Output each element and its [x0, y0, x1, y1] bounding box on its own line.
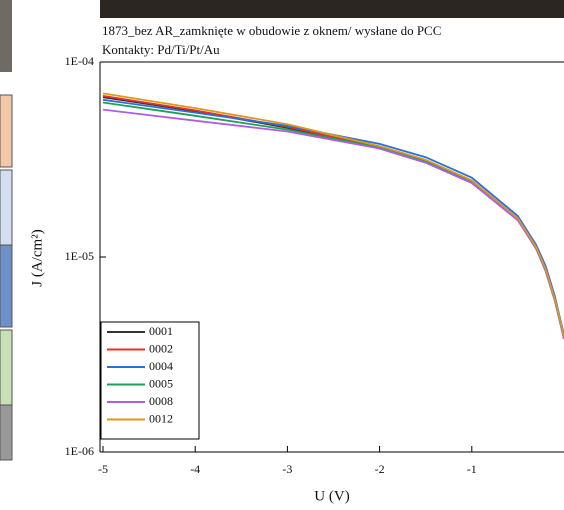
y-tick-label: 1E-05: [65, 249, 94, 263]
photo-strip: [100, 0, 564, 18]
y-tick-label: 1E-06: [65, 444, 94, 458]
x-tick-label: -4: [190, 462, 200, 476]
x-tick-label: -1: [467, 462, 477, 476]
x-axis-label: U (V): [314, 488, 349, 504]
y-tick-label: 1E-04: [65, 54, 94, 68]
data-line: [102, 101, 564, 340]
side-panel: [0, 404, 13, 461]
side-image: [0, 0, 12, 72]
side-panel: [0, 244, 13, 328]
side-panel: [0, 329, 13, 406]
data-line: [102, 96, 564, 340]
side-panel: [0, 94, 13, 168]
legend-label: 0002: [149, 341, 173, 355]
x-tick-label: -3: [282, 462, 292, 476]
data-line: [102, 95, 564, 337]
legend-label: 0004: [149, 359, 173, 373]
legend-label: 0012: [149, 411, 173, 425]
data-line: [102, 92, 564, 337]
side-panel: [0, 169, 13, 246]
data-line: [102, 108, 564, 340]
chart-title: 1873_bez AR_zamknięte w obudowie z oknem…: [102, 23, 441, 38]
y-axis-label: J (A/cm²): [29, 229, 45, 286]
legend-label: 0001: [149, 324, 173, 338]
chart-subtitle: Kontakty: Pd/Ti/Pt/Au: [102, 42, 220, 57]
legend-label: 0005: [149, 376, 173, 390]
legend-label: 0008: [149, 394, 173, 408]
x-tick-label: -2: [375, 462, 385, 476]
x-tick-label: -5: [98, 462, 108, 476]
